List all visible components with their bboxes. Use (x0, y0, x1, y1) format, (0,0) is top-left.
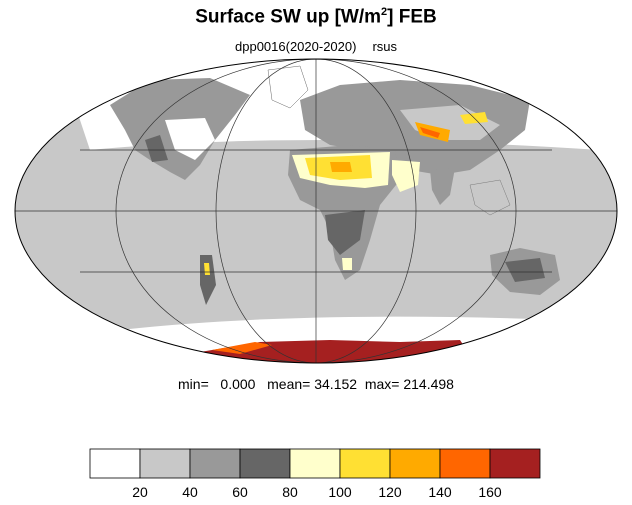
colorbar-tick-label: 20 (132, 484, 148, 500)
colorbar-tick-label: 100 (328, 484, 352, 500)
map-globe (15, 59, 617, 363)
subtitle-variable: rsus (372, 39, 397, 54)
tibet-hotter (420, 127, 440, 138)
se-asia (469, 179, 511, 216)
colorbar-swatch (139, 448, 191, 479)
colorbar-tick-label: 60 (232, 484, 248, 500)
colorbar-swatch (439, 448, 491, 479)
colorbar-swatch (189, 448, 241, 479)
colorbar-tick-label: 140 (428, 484, 452, 500)
north-america-west (145, 135, 168, 162)
colorbar-swatch (89, 448, 141, 479)
altiplano (204, 263, 210, 275)
max-label: max= (364, 376, 400, 392)
graticule (15, 58, 617, 364)
subtitle-run: dpp0016(2020-2020) (235, 39, 357, 54)
min-label: min= (178, 376, 209, 392)
title-superscript: 2 (381, 6, 388, 18)
andes (200, 255, 216, 305)
india (430, 168, 455, 205)
greenland (267, 65, 309, 109)
kalahari (342, 258, 352, 270)
colorbar-swatch (289, 448, 341, 479)
antarctic-peninsula (212, 342, 272, 354)
map-title: Surface SW up [W/m2] FEB (0, 6, 632, 28)
australia-interior (505, 258, 545, 282)
sahara-hot (330, 162, 352, 172)
arabia (392, 160, 420, 192)
colorbar-swatch (489, 448, 541, 479)
title-tail: ] FEB (387, 6, 437, 28)
map-subtitle: dpp0016(2020-2020) rsus (0, 39, 632, 54)
north-america-plains (165, 118, 215, 160)
colorbar-tick-label: 160 (478, 484, 502, 500)
colorbar-swatch (339, 448, 391, 479)
colorbar-swatch (239, 448, 291, 479)
colorbar: 20 40 60 80 100 120 140 160 (89, 448, 541, 500)
statistics-line: min= 0.000 mean= 34.152 max= 214.498 (0, 376, 632, 392)
colorbar-tick-label: 40 (182, 484, 198, 500)
colorbar-tick-label: 120 (378, 484, 402, 500)
colorbar-swatch (389, 448, 441, 479)
mean-label: mean= (267, 376, 311, 392)
central-africa (325, 210, 365, 255)
max-value: 214.498 (403, 376, 454, 392)
min-value: 0.000 (220, 376, 256, 392)
colorbar-tick-label: 80 (282, 484, 298, 500)
title-text: Surface SW up [W/m (195, 6, 382, 28)
mean-value: 34.152 (314, 376, 358, 392)
globe-outline (14, 58, 618, 364)
